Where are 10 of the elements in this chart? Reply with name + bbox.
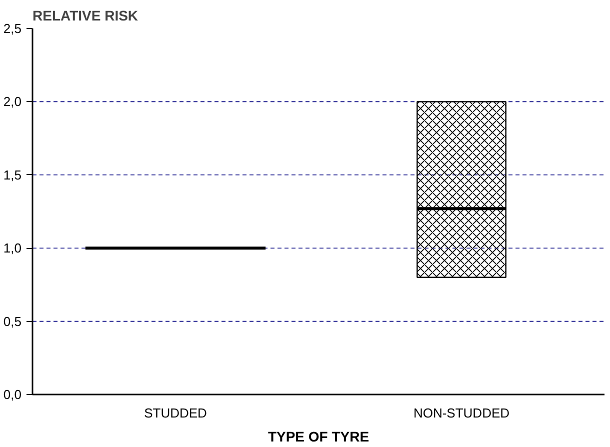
- y-tick-label: 2,5: [3, 21, 22, 36]
- x-tick-label: STUDDED: [144, 406, 207, 420]
- x-axis-title: TYPE OF TYRE: [268, 428, 370, 444]
- y-tick-label: 2,0: [3, 94, 22, 110]
- y-tick-label: 1,5: [3, 167, 22, 182]
- y-tick-label: 0,5: [3, 314, 22, 329]
- y-tick-label: 0,0: [3, 387, 22, 402]
- x-tick-label: NON-STUDDED: [413, 406, 510, 420]
- y-tick-label: 1,0: [3, 240, 22, 256]
- y-axis-title: RELATIVE RISK: [32, 8, 138, 24]
